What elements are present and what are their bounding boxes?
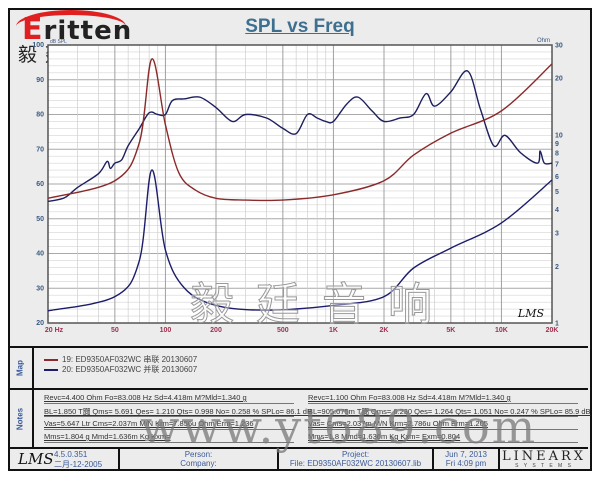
company-label: Company: — [180, 459, 217, 468]
time: Fri 4:09 pm — [445, 459, 487, 468]
watermark-cn: 毅廷音响 — [190, 279, 454, 331]
x-tick-label: 1K — [329, 327, 338, 334]
note-rule — [308, 442, 578, 443]
footer-project: Project: File: ED9350AF032WC 20130607.li… — [279, 449, 434, 469]
x-tick-label: 20K — [546, 327, 559, 334]
notes-label: Notes — [8, 390, 34, 447]
note-rule — [44, 429, 294, 430]
footer-date: Jun 7, 2013 Fri 4:09 pm — [434, 449, 500, 469]
legend-item-19: 19: ED9350AF032WC 串联 20130607 — [44, 354, 197, 365]
note-rule — [44, 442, 294, 443]
note-rule — [308, 403, 578, 404]
y-left-tick-label: 20 — [36, 320, 44, 327]
note-left-2: Vas=5.647 Ltr Cms=2.037m M/N Krm=7.856u … — [44, 419, 254, 428]
y-right-tick-label: 8 — [555, 151, 559, 158]
y-left-tick-label: 80 — [36, 112, 44, 119]
y-left-tick-label: 70 — [36, 146, 44, 153]
linearx-logo: LINEARX — [501, 449, 587, 464]
note-left-3: Mms=1.804 g Mmd=1.636m Kg Kxm= — [44, 432, 171, 441]
y-right-tick-label: 20 — [555, 76, 563, 83]
version: 4.5.0.351 — [54, 450, 88, 459]
note-rule — [44, 416, 294, 417]
linearx-systems: S Y S T E M S — [515, 463, 573, 469]
date: Jun 7, 2013 — [445, 450, 487, 459]
lms-logo: LMS — [18, 450, 54, 468]
watermark-url: www.yt689.com — [140, 400, 538, 454]
legend-item-20: 20: ED9350AF032WC 并联 20130607 — [44, 364, 197, 375]
legend-swatch-20 — [44, 368, 58, 371]
x-tick-label: 500 — [277, 327, 289, 334]
y-right-tick-label: 4 — [555, 207, 559, 214]
x-tick-label: 2K — [380, 327, 389, 334]
y-right-tick-label: 10 — [555, 132, 563, 139]
note-left-0: Revc=4.400 Ohm Fo=83.008 Hz Sd=4.418m M?… — [44, 393, 247, 402]
footer-brand: LINEARX S Y S T E M S — [500, 449, 588, 469]
logo-swoosh — [16, 10, 126, 43]
footer-lms: LMS 4.5.0.351 二月-12-2005 — [8, 449, 120, 469]
note-left-1: BL=1.850 T嚻 Qms= 5.691 Qes= 1.210 Qts= 0… — [44, 407, 312, 416]
note-right-1: BL=905.075m T嚻 Qms= 6.230 Qes= 1.264 Qts… — [308, 407, 591, 416]
y-left-tick-label: 30 — [36, 285, 44, 292]
y-left-tick-label: 100 — [32, 42, 44, 49]
chart-title: SPL vs Freq — [245, 16, 355, 37]
y-left-tick-label: 60 — [36, 181, 44, 188]
note-right-0: Revc=1.100 Ohm Fo=83.008 Hz Sd=4.418m M?… — [308, 393, 511, 402]
y-right-tick-label: 7 — [555, 161, 559, 168]
y-left-tick-label: 90 — [36, 77, 44, 84]
project-file: File: ED9350AF032WC 20130607.lib — [289, 459, 422, 468]
map-label: Map — [8, 348, 34, 388]
note-rule — [308, 429, 578, 430]
project-label: Project: — [341, 450, 370, 459]
notes-panel: Notes Revc=4.400 Ohm Fo=83.008 Hz Sd=4.4… — [8, 388, 591, 447]
x-tick-label: 10K — [495, 327, 508, 334]
x-tick-label: 100 — [160, 327, 172, 334]
person-label: Person: — [184, 450, 213, 459]
series-line-2 — [47, 169, 553, 312]
lms-chart-mark: LMS — [517, 307, 545, 320]
note-rule — [308, 416, 578, 417]
y-right-tick-label: 1 — [555, 321, 559, 328]
plot-border — [47, 44, 553, 324]
y-right-tick-label: 30 — [555, 43, 563, 50]
y-right-tick-label: 2 — [555, 264, 559, 271]
map-panel: Map 19: ED9350AF032WC 串联 20130607 20: ED… — [8, 346, 588, 388]
version-date: 二月-12-2005 — [54, 460, 103, 469]
y-left-tick-label: 40 — [36, 251, 44, 258]
x-tick-label: 5K — [446, 327, 455, 334]
series-line-0 — [47, 70, 553, 203]
note-right-2: Vas= Cms=2.037m M/N Krm=2.786u Ohm Erm=1… — [308, 419, 488, 428]
chart: 20 Hz 50 100 200 500 1K 2K 5K 10K 20K 20 30 40 50 60 70… — [32, 38, 563, 334]
footer-person: Person: Company: — [120, 449, 279, 469]
series-line-1 — [47, 58, 553, 202]
x-tick-label: 50 — [111, 327, 119, 334]
y-left-tick-label: 50 — [36, 216, 44, 223]
y-right-axis-label: Ohm — [537, 38, 550, 44]
y-left-axis-label: dB SPL — [50, 39, 67, 45]
y-right-tick-label: 6 — [555, 174, 559, 181]
logo-text: ritten — [43, 16, 133, 46]
note-rule — [44, 403, 294, 404]
x-tick-label: 20 Hz — [45, 327, 64, 334]
footer: LMS 4.5.0.351 二月-12-2005 Person: Company… — [8, 447, 588, 469]
note-right-3: Mms=1.8 Mmd=1.636m Kg Kxm= Exm=0.804 — [308, 432, 461, 441]
x-tick-label: 200 — [210, 327, 222, 334]
y-right-tick-label: 3 — [555, 231, 559, 238]
logo: Eritten — [22, 12, 132, 47]
y-right-tick-label: 5 — [555, 189, 559, 196]
y-right-tick-label: 9 — [555, 141, 559, 148]
legend-swatch-19 — [44, 358, 58, 361]
logo-e: E — [22, 12, 44, 47]
